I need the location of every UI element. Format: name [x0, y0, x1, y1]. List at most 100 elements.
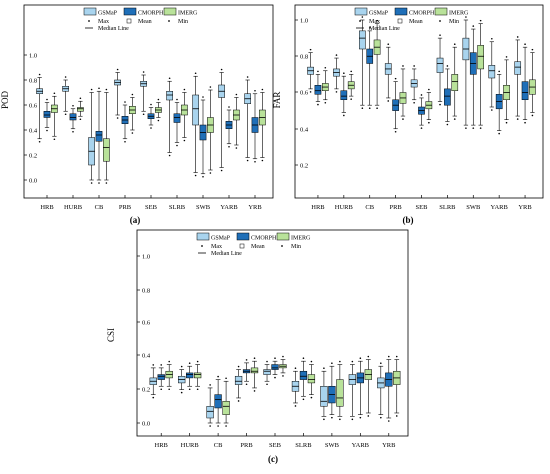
box-cmorph — [242, 359, 251, 386]
max-dot — [254, 89, 256, 92]
box-gsmap — [384, 43, 392, 102]
max-dot — [235, 93, 238, 96]
box-imerg — [155, 98, 162, 122]
box-body — [307, 374, 316, 384]
max-dot — [491, 37, 493, 40]
min-dot — [202, 175, 204, 178]
x-tick-label: YRB — [518, 204, 532, 211]
min-dot — [294, 405, 297, 407]
box-body — [95, 131, 103, 142]
x-tick-label: SEB — [416, 204, 429, 211]
legend-min-marker — [168, 20, 170, 22]
box-body — [194, 372, 202, 379]
max-dot — [72, 104, 74, 107]
box-gsmap — [307, 48, 314, 93]
min-dot — [324, 101, 327, 104]
legend-swatch — [123, 7, 137, 16]
max-dot — [402, 65, 404, 67]
max-dot — [160, 364, 163, 366]
legend-mean-marker — [239, 243, 245, 249]
min-dot — [90, 182, 93, 184]
box-imerg — [347, 70, 355, 100]
min-dot — [331, 416, 333, 419]
min-dot — [402, 118, 404, 120]
box-gsmap — [410, 65, 418, 104]
min-dot — [64, 113, 67, 116]
y-tick-label: 0.2 — [300, 163, 308, 170]
x-tick-label: PRB — [119, 204, 132, 211]
min-dot — [72, 130, 74, 133]
legend-label: GSMaP — [98, 11, 118, 17]
max-dot — [53, 92, 56, 95]
y-tick-label: 0.4 — [29, 128, 38, 135]
box-body — [250, 367, 259, 374]
chart-panel-1: 0.2 0.4 0.6 0.8 1.0 FAR HRB HURB CB PRB SEB SLRB SWB… — [272, 4, 544, 225]
box-cmorph — [43, 98, 51, 132]
box-body — [477, 45, 484, 70]
box-body — [166, 91, 173, 101]
y-axis-label: CSI — [106, 328, 116, 342]
max-dot — [116, 68, 119, 71]
max-dot — [202, 96, 204, 98]
min-dot — [465, 127, 467, 129]
box-imerg — [393, 355, 401, 417]
panel-label: (a) — [130, 215, 141, 225]
max-dot — [79, 97, 82, 100]
min-dot — [339, 418, 341, 421]
min-dot — [228, 145, 230, 148]
box-imerg — [165, 360, 173, 391]
max-dot — [505, 56, 508, 58]
box-body — [69, 113, 77, 121]
box-cmorph — [173, 98, 181, 147]
max-dot — [317, 70, 319, 73]
box-body — [514, 61, 522, 75]
box-gsmap — [206, 384, 214, 427]
min-dot — [124, 140, 126, 143]
max-dot — [479, 19, 482, 22]
panel-label: (b) — [403, 215, 414, 225]
min-dot — [350, 98, 352, 100]
box-gsmap — [62, 76, 69, 116]
legend-label: GSMaP — [211, 236, 231, 242]
legend-swatch — [163, 7, 177, 16]
min-dot — [282, 375, 284, 377]
min-dot — [317, 103, 319, 106]
box-body — [340, 90, 348, 100]
min-dot — [453, 118, 456, 120]
box-cmorph — [121, 101, 129, 143]
max-dot — [323, 367, 325, 370]
x-tick-label: HURB — [181, 442, 200, 449]
min-dot — [225, 425, 227, 427]
box-body — [103, 138, 110, 162]
box-body — [186, 372, 194, 379]
min-dot — [220, 169, 223, 172]
min-dot — [150, 127, 152, 129]
box-body — [263, 369, 271, 375]
legend-label: IMERG — [291, 236, 311, 242]
box-body — [214, 394, 222, 409]
box-gsmap — [488, 37, 496, 111]
max-dot — [168, 360, 170, 363]
max-dot — [180, 365, 183, 368]
max-dot — [64, 76, 67, 78]
box-gsmap — [234, 365, 243, 402]
box-cmorph — [444, 65, 451, 126]
box-cmorph — [521, 43, 529, 124]
min-dot — [168, 388, 170, 391]
x-tick-label: HURB — [64, 204, 83, 211]
min-dot — [472, 127, 475, 129]
max-dot — [310, 360, 313, 363]
max-dot — [446, 65, 449, 67]
legend-swatch — [394, 7, 408, 16]
x-tick-label: SLRB — [295, 442, 312, 449]
y-tick-label: 0.8 — [300, 54, 308, 61]
legend-label: GSMaP — [369, 11, 389, 17]
min-dot — [253, 390, 256, 392]
box-imerg — [399, 65, 407, 120]
legend-label: CMORPH — [409, 11, 435, 17]
box-imerg — [321, 66, 329, 104]
max-dot — [376, 19, 378, 22]
max-dot — [368, 27, 371, 29]
box-body — [43, 111, 51, 118]
